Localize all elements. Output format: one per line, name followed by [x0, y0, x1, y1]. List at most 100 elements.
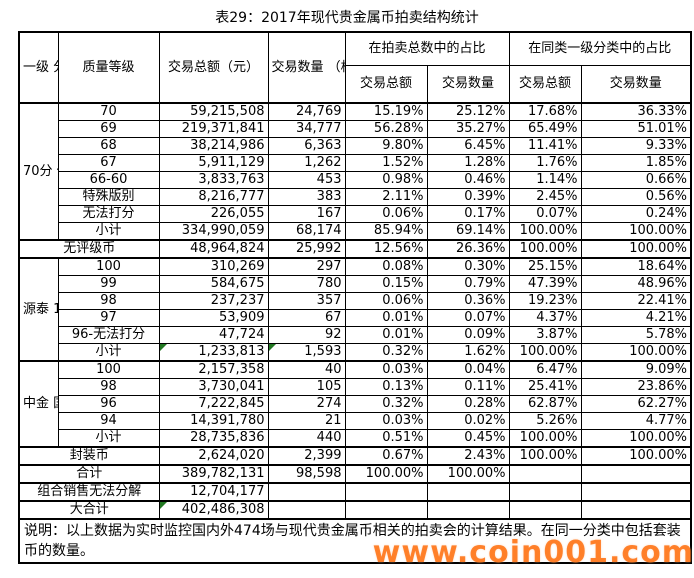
share-cell: 100.00% [580, 446, 692, 466]
share-cell: 18.64% [580, 257, 692, 276]
table-row: 小计 28,735,836 440 0.51% 0.45% 100.00% 10… [19, 429, 692, 448]
amount-cell: 237,237 [158, 292, 269, 310]
header-sub-quantity: 交易数量 [426, 65, 510, 104]
amount-cell: 8,216,777 [158, 188, 269, 206]
share-cell: 0.56% [580, 188, 692, 206]
table-row: 无法打分 226,055 167 0.06% 0.17% 0.07% 0.24% [19, 205, 692, 223]
quantity-cell: 98,598 [267, 464, 346, 484]
table-row: 说明：以上数据为实时监控国内外474场与现代贵金属币相关的拍卖会的计算结果。在同… [18, 518, 692, 564]
share-cell: 0.08% [344, 257, 428, 276]
quantity-cell: 24,769 [267, 102, 346, 121]
amount-cell: 47,724 [158, 326, 269, 344]
table-row: 大合计 402,486,308 [18, 500, 692, 520]
share-cell: 0.28% [426, 395, 510, 413]
table-row: 小计 1,233,813 1,593 0.32% 1.62% 100.00% 1… [19, 343, 692, 362]
quantity-cell: 274 [267, 395, 346, 413]
share-cell: 0.01% [344, 326, 428, 344]
table-row: 97 53,909 67 0.01% 0.07% 4.37% 4.21% [19, 309, 692, 327]
share-cell: 100.00% [508, 239, 582, 259]
share-cell: 0.36% [426, 292, 510, 310]
amount-cell: 3,833,763 [158, 171, 269, 189]
share-cell: 0.07% [426, 309, 510, 327]
share-cell: 0.32% [344, 395, 428, 413]
amount-cell: 5,911,129 [158, 154, 269, 172]
share-cell: 9.09% [580, 360, 692, 379]
share-cell: 0.17% [426, 205, 510, 223]
table-row: 66-60 3,833,763 453 0.98% 0.46% 1.14% 0.… [19, 171, 692, 189]
share-cell: 6.47% [508, 360, 582, 379]
grade-cell: 99 [57, 275, 160, 293]
share-cell: 62.87% [508, 395, 582, 413]
quantity-cell: 453 [267, 171, 346, 189]
amount-cell: 2,157,358 [158, 360, 269, 379]
header-sub-quantity: 交易数量 [580, 65, 692, 104]
share-cell [344, 482, 428, 502]
quantity-cell: 780 [267, 275, 346, 293]
amount-cell: 226,055 [158, 205, 269, 223]
share-cell: 0.79% [426, 275, 510, 293]
quantity-cell: 167 [267, 205, 346, 223]
group-label-70: 70分 体系 [18, 102, 59, 241]
error-indicator-icon [160, 344, 167, 351]
table-row: 96 7,222,845 274 0.32% 0.28% 62.87% 62.2… [19, 395, 692, 413]
grand-total-label: 大合计 [18, 500, 160, 520]
grade-cell: 98 [57, 378, 160, 396]
table-row: 98 237,237 357 0.06% 0.36% 19.23% 22.41% [19, 292, 692, 310]
quantity-cell: 2,399 [267, 446, 346, 466]
error-indicator-icon [160, 503, 167, 509]
share-cell: 0.06% [344, 292, 428, 310]
share-cell: 100.00% [580, 343, 692, 362]
share-cell: 100.00% [580, 239, 692, 259]
share-cell: 1.14% [508, 171, 582, 189]
share-cell: 51.01% [580, 120, 692, 138]
share-cell: 26.36% [426, 239, 510, 259]
quantity-cell: 440 [267, 429, 346, 448]
share-cell: 100.00% [508, 429, 582, 448]
quantity-cell: 68,174 [267, 222, 346, 241]
grade-cell: 100 [57, 257, 160, 276]
table-row: 94 14,391,780 21 0.03% 0.02% 5.26% 4.77% [19, 412, 692, 430]
amount-cell: 38,214,986 [158, 137, 269, 155]
share-cell: 0.04% [426, 360, 510, 379]
cell-text: 1,593 [304, 344, 342, 359]
share-cell: 0.09% [426, 326, 510, 344]
amount-cell: 14,391,780 [158, 412, 269, 430]
share-cell: 2.43% [426, 446, 510, 466]
share-cell: 15.19% [344, 102, 428, 121]
table-row: 69 219,371,841 34,777 56.28% 35.27% 65.4… [19, 120, 692, 138]
amount-cell: 1,233,813 [158, 343, 269, 362]
table-title: 表29：2017年现代贵金属币拍卖结构统计 [215, 10, 479, 26]
share-cell: 100.00% [508, 446, 582, 466]
share-cell: 0.01% [344, 309, 428, 327]
subtotal-label: 小计 [57, 222, 160, 241]
header-quantity: 交易数量 （枚） [267, 31, 346, 104]
share-cell: 25.41% [508, 378, 582, 396]
share-cell: 0.13% [344, 378, 428, 396]
table-row: 组合销售无法分解 12,704,177 [18, 482, 692, 502]
share-cell: 3.87% [508, 326, 582, 344]
table-row: 封装币 2,624,020 2,399 0.67% 2.43% 100.00% … [18, 446, 692, 466]
share-cell: 1.85% [580, 154, 692, 172]
quantity-cell: 67 [267, 309, 346, 327]
share-cell [508, 500, 582, 520]
grade-cell: 69 [57, 120, 160, 138]
share-cell: 6.45% [426, 137, 510, 155]
share-cell: 35.27% [426, 120, 510, 138]
table-row: 67 5,911,129 1,262 1.52% 1.28% 1.76% 1.8… [19, 154, 692, 172]
share-cell: 19.23% [508, 292, 582, 310]
share-cell: 5.78% [580, 326, 692, 344]
share-cell: 11.41% [508, 137, 582, 155]
quantity-cell: 1,593 [267, 343, 346, 362]
share-cell: 65.49% [508, 120, 582, 138]
amount-cell: 584,675 [158, 275, 269, 293]
quantity-cell: 105 [267, 378, 346, 396]
amount-cell: 2,624,020 [158, 446, 269, 466]
table-row: 96-无法打分 47,724 92 0.01% 0.09% 3.87% 5.78… [19, 326, 692, 344]
share-cell: 0.24% [580, 205, 692, 223]
subtotal-label: 小计 [57, 343, 160, 362]
quantity-cell: 92 [267, 326, 346, 344]
amount-cell: 48,964,824 [158, 239, 269, 259]
share-cell: 0.06% [344, 205, 428, 223]
share-cell: 100.00% [508, 343, 582, 362]
share-cell: 0.67% [344, 446, 428, 466]
